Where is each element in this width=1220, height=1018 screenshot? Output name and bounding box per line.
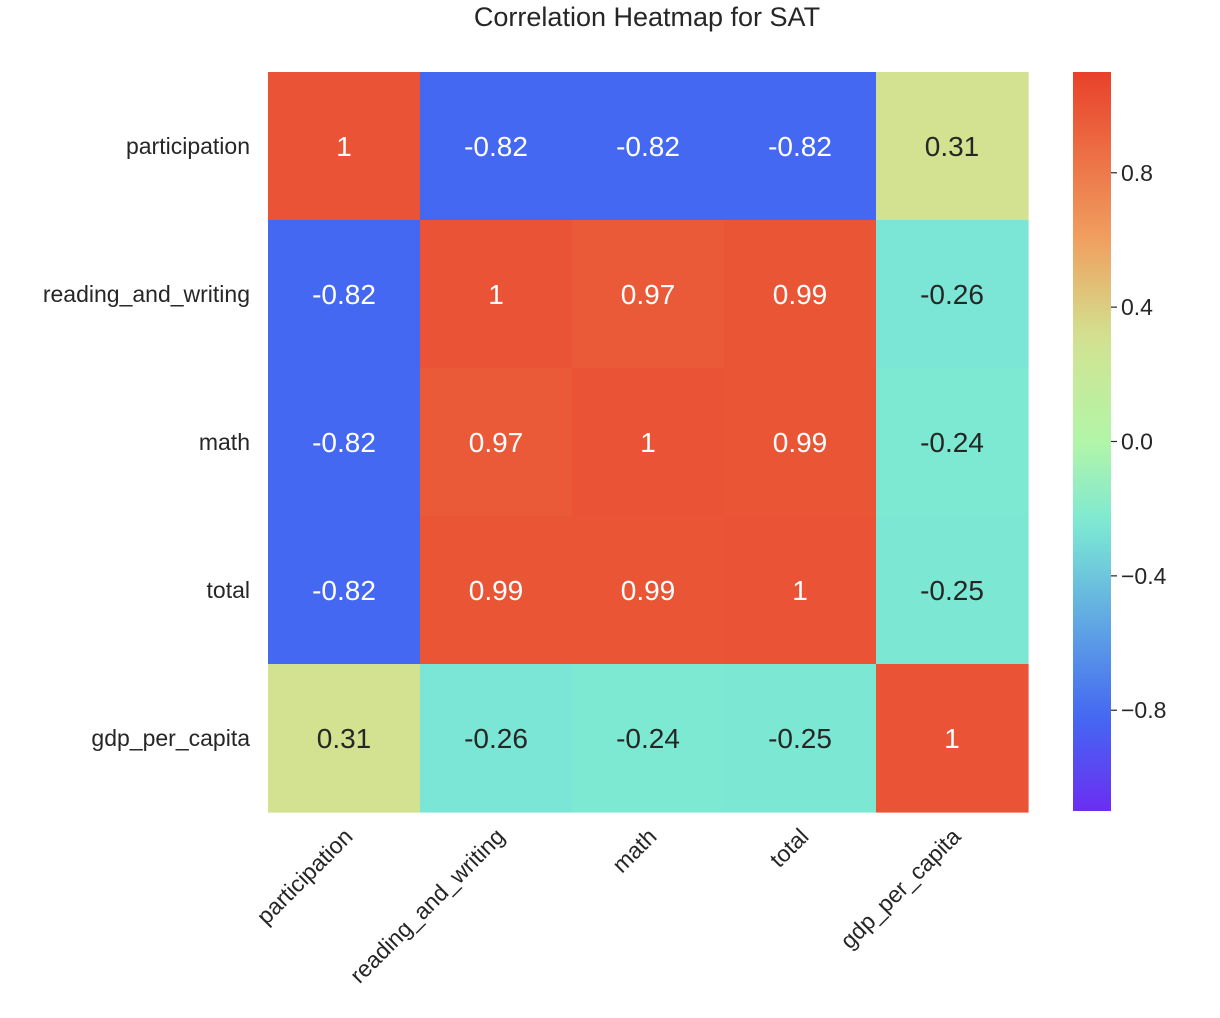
heatmap-cells: 1 -0.82 -0.82 -0.82 0.31 -0.82 1 0.97 0.99 -0.26 -…	[268, 72, 1029, 813]
cell-annotation: 1	[336, 131, 352, 162]
heatmap-cell	[420, 220, 573, 369]
colorbar	[1073, 72, 1111, 811]
x-tick-label: total	[764, 823, 813, 872]
heatmap-cell	[572, 664, 725, 813]
cell-annotation: 0.97	[621, 279, 676, 310]
heatmap-cell	[420, 72, 573, 221]
y-tick-label: participation	[126, 133, 250, 159]
x-tick-label: math	[607, 823, 662, 878]
colorbar-tick-label: −0.8	[1121, 697, 1166, 723]
heatmap-cell	[420, 368, 573, 517]
cell-annotation: 1	[640, 427, 656, 458]
cell-annotation: -0.24	[616, 723, 680, 754]
heatmap-cell	[724, 72, 877, 221]
colorbar-tick-label: 0.4	[1121, 294, 1153, 320]
cell-annotation: -0.26	[920, 279, 984, 310]
heatmap-cell	[724, 516, 877, 665]
cell-annotation: 0.99	[469, 575, 524, 606]
heatmap-cell	[268, 664, 421, 813]
y-tick-label: math	[199, 429, 250, 455]
x-tick-label: gdp_per_capita	[835, 823, 966, 954]
cell-annotation: 1	[792, 575, 808, 606]
y-tick-label: reading_and_writing	[43, 281, 250, 307]
cell-annotation: 0.99	[773, 427, 828, 458]
cell-annotation: 0.31	[317, 723, 372, 754]
colorbar-tick-label: −0.4	[1121, 563, 1167, 589]
x-tick-label: reading_and_writing	[345, 823, 510, 988]
cell-annotation: -0.25	[920, 575, 984, 606]
heatmap-cell	[724, 368, 877, 517]
cell-annotation: 0.99	[621, 575, 676, 606]
heatmap-cell	[876, 72, 1029, 221]
cell-annotation: 0.31	[925, 131, 980, 162]
cell-annotation: -0.82	[616, 131, 680, 162]
heatmap-cell	[724, 220, 877, 369]
cell-annotation: -0.82	[312, 279, 376, 310]
cell-annotation: -0.82	[768, 131, 832, 162]
cell-annotation: -0.82	[312, 427, 376, 458]
heatmap-cell	[572, 72, 725, 221]
cell-annotation: 1	[944, 723, 960, 754]
heatmap-cell	[268, 368, 421, 517]
cell-annotation: -0.25	[768, 723, 832, 754]
heatmap-cell	[268, 516, 421, 665]
colorbar-tick-label: 0.8	[1121, 160, 1153, 186]
colorbar-ticks: 0.8 0.4 0.0 −0.4 −0.8	[1111, 160, 1167, 723]
heatmap-cell	[572, 368, 725, 517]
cell-annotation: -0.82	[464, 131, 528, 162]
cell-annotation: 0.99	[773, 279, 828, 310]
heatmap-cell	[420, 664, 573, 813]
heatmap-cell	[420, 516, 573, 665]
y-tick-label: total	[207, 577, 250, 603]
heatmap-cell	[268, 72, 421, 221]
y-tick-label: gdp_per_capita	[91, 725, 250, 751]
heatmap-cell	[876, 220, 1029, 369]
cell-annotation: 0.97	[469, 427, 524, 458]
heatmap-cell	[268, 220, 421, 369]
heatmap-cell	[876, 664, 1029, 813]
colorbar-tick-label: 0.0	[1121, 429, 1153, 455]
chart-title: Correlation Heatmap for SAT	[474, 2, 820, 32]
x-tick-label: participation	[251, 823, 357, 929]
heatmap-cell	[724, 664, 877, 813]
cell-annotation: -0.24	[920, 427, 984, 458]
cell-annotation: -0.26	[464, 723, 528, 754]
heatmap-cell	[876, 516, 1029, 665]
heatmap-cell	[572, 220, 725, 369]
heatmap-cell	[572, 516, 725, 665]
cell-annotation: 1	[488, 279, 504, 310]
heatmap-cell	[876, 368, 1029, 517]
cell-annotation: -0.82	[312, 575, 376, 606]
